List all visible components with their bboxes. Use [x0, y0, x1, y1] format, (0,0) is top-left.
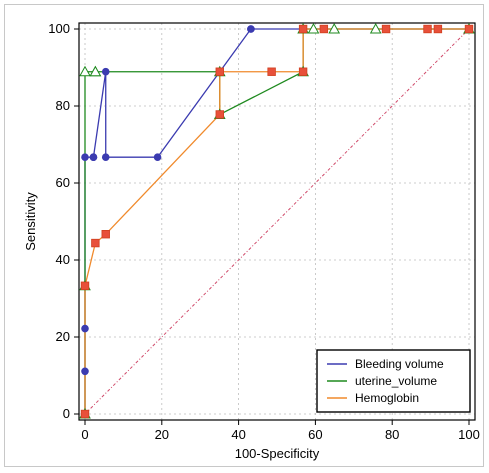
legend-label: Bleeding volume	[355, 357, 444, 371]
series-point	[464, 24, 474, 34]
series-point	[89, 153, 98, 162]
x-tick-label: 100	[458, 427, 480, 442]
x-tick-label: 0	[81, 427, 88, 442]
legend: Bleeding volume uterine_volume Hemoglobin	[316, 349, 471, 413]
series-point	[81, 153, 89, 162]
plot-border	[78, 22, 476, 421]
y-tick-label: 0	[63, 406, 70, 421]
series-point	[153, 153, 162, 162]
x-tick-label: 20	[155, 427, 169, 442]
legend-label: Hemoglobin	[355, 391, 419, 405]
series-point	[80, 409, 90, 419]
y-tick-label: 40	[56, 252, 70, 267]
series-point	[247, 25, 255, 33]
chart-frame: 0 20 40 60 80 100 0 20 40 60 80 100 100-Specificity…	[4, 4, 484, 467]
series-point	[89, 65, 102, 77]
series-point	[298, 67, 308, 76]
series-point	[423, 24, 432, 34]
series-point	[433, 24, 443, 34]
series-point	[101, 67, 110, 76]
series-point	[80, 281, 90, 290]
series-point	[307, 22, 320, 34]
series-point	[81, 367, 89, 376]
diagonal-reference	[84, 28, 470, 415]
y-tick-label: 100	[48, 21, 70, 36]
series-markers	[79, 22, 475, 419]
series-point	[215, 67, 224, 76]
series-point	[369, 22, 382, 34]
diagonal-line	[84, 28, 470, 415]
x-tick-label: 80	[385, 427, 399, 442]
series-point	[267, 67, 276, 76]
x-axis-label: 100-Specificity	[235, 446, 320, 461]
roc-chart: 0 20 40 60 80 100 0 20 40 60 80 100 100-Specificity…	[23, 21, 480, 461]
x-tick-label: 40	[231, 427, 245, 442]
series-point	[101, 153, 110, 162]
tick-labels: 0 20 40 60 80 100 0 20 40 60 80 100	[48, 21, 480, 442]
axes	[74, 22, 476, 425]
series-point	[328, 22, 341, 34]
series-point	[79, 65, 91, 77]
series-point	[215, 110, 224, 119]
series-point	[319, 24, 329, 34]
y-tick-label: 60	[56, 175, 70, 190]
y-tick-label: 20	[56, 329, 70, 344]
legend-label: uterine_volume	[355, 374, 437, 388]
series-point	[91, 238, 100, 248]
series-point	[101, 230, 110, 239]
y-axis-label: Sensitivity	[23, 192, 38, 251]
series-point	[298, 24, 308, 34]
series-point	[81, 324, 89, 333]
x-tick-label: 60	[308, 427, 322, 442]
y-tick-label: 80	[56, 98, 70, 113]
series-point	[381, 24, 391, 34]
